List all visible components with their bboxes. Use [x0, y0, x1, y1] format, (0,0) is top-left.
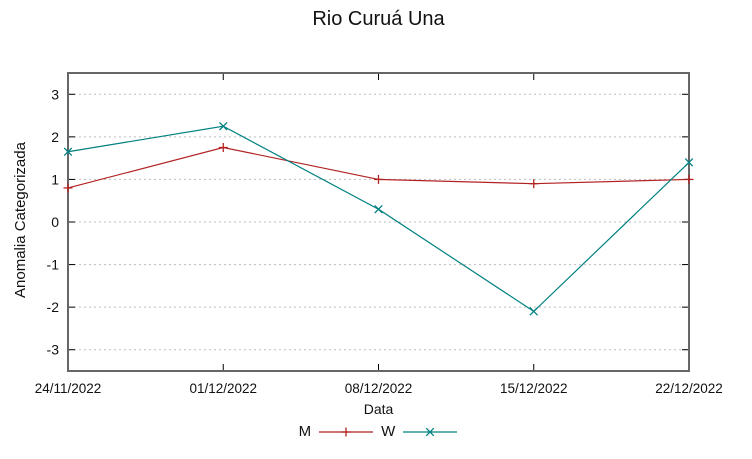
- y-axis-label: Anomalia Categorizada: [12, 142, 29, 298]
- legend-sample-w-marker: [426, 427, 435, 436]
- series-w-marker: [529, 307, 539, 316]
- x-tick-label: 24/11/2022: [35, 381, 102, 396]
- series-w-marker: [374, 204, 383, 214]
- y-tick-label: -3: [47, 342, 60, 358]
- series-w-line: [67, 125, 690, 313]
- series-w-marker: [218, 121, 228, 131]
- legend-line-sample-m: [319, 427, 374, 436]
- legend-label-w: W: [381, 423, 396, 440]
- y-tick-label: 0: [51, 214, 59, 230]
- chart-title: Rio Curuá Una: [312, 8, 445, 30]
- y-tick-label: 1: [51, 171, 59, 187]
- legend-entry-m: M: [299, 423, 375, 440]
- plot-border: [67, 72, 690, 372]
- y-tick-label: -2: [47, 299, 60, 315]
- x-tick-label: 08/12/2022: [345, 381, 413, 396]
- y-tick-label: 3: [51, 86, 59, 102]
- series-w-marker: [684, 158, 694, 167]
- y-tick-label: -1: [47, 257, 60, 273]
- legend: M W: [68, 423, 689, 440]
- series-w-marker: [63, 147, 73, 157]
- legend-line-sample-w: [403, 427, 458, 436]
- x-tick-label: 15/12/2022: [500, 381, 568, 396]
- x-axis-label: Data: [363, 401, 394, 417]
- legend-label-m: M: [298, 423, 312, 440]
- legend-entry-w: W: [381, 423, 458, 440]
- y-tick-label: 2: [51, 129, 59, 145]
- x-tick-label: 01/12/2022: [189, 381, 257, 396]
- x-tick-label: 22/12/2022: [655, 381, 723, 396]
